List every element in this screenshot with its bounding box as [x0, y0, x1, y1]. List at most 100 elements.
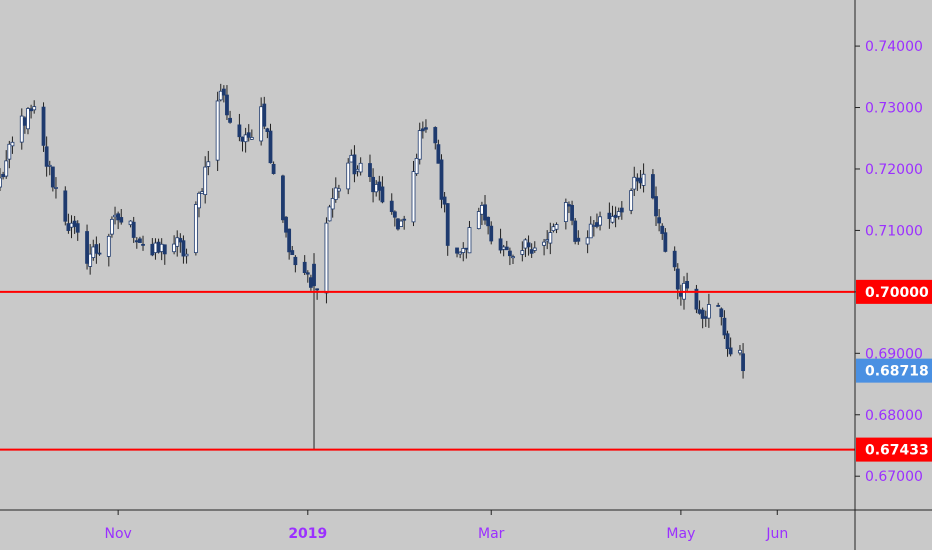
candle-body: [399, 220, 403, 227]
candle: [305, 270, 310, 283]
candle-body: [175, 237, 180, 247]
candle: [106, 233, 111, 267]
candle-body: [455, 247, 459, 254]
candle-body: [29, 108, 33, 112]
candle-body: [358, 162, 363, 173]
candle-body: [243, 134, 248, 143]
candle-body: [287, 228, 292, 253]
candle-body: [26, 108, 30, 130]
candle-body: [585, 237, 590, 245]
candle-body: [85, 231, 89, 264]
candle: [520, 241, 525, 262]
candle-body: [352, 154, 357, 175]
candle-body: [197, 192, 201, 209]
candle-body: [389, 200, 394, 212]
candle-body: [134, 240, 139, 243]
time-tick-label: Jun: [765, 526, 788, 542]
time-tick-label: May: [666, 526, 695, 542]
candle: [467, 220, 472, 254]
candle: [399, 219, 403, 227]
candle: [32, 100, 37, 114]
candle: [141, 235, 145, 251]
candle-body: [374, 184, 379, 193]
time-tick-label: Nov: [104, 526, 131, 542]
candle-body: [0, 177, 2, 188]
candle-body: [54, 187, 58, 189]
candle-body: [237, 124, 242, 138]
candle-body: [206, 161, 211, 167]
candle: [619, 201, 624, 220]
badge-label: 0.70000: [865, 285, 929, 301]
candle-body: [138, 238, 142, 243]
candle-body: [567, 204, 571, 207]
candle: [651, 169, 655, 200]
candle-body: [483, 204, 487, 221]
last-price-badge: 0.68718: [856, 358, 932, 383]
candle-body: [613, 214, 618, 218]
candle: [554, 222, 559, 234]
candle-body: [246, 132, 251, 138]
candle-body: [349, 154, 354, 163]
candle-body: [119, 217, 124, 223]
candle-body: [19, 115, 24, 143]
candle: [281, 174, 285, 223]
candle-body: [203, 166, 208, 196]
candle: [94, 236, 99, 264]
candle-body: [159, 243, 164, 252]
candle-body: [548, 232, 553, 244]
candle: [402, 215, 407, 230]
candle-body: [610, 216, 615, 223]
candle-body: [131, 221, 136, 238]
candle-body: [486, 216, 491, 227]
candle-body: [305, 272, 310, 275]
candle-body: [50, 166, 55, 188]
badge-label: 0.67433: [865, 443, 929, 459]
candle: [197, 191, 201, 218]
candle: [44, 136, 49, 177]
candle: [47, 160, 52, 176]
candle: [489, 221, 494, 245]
candle: [312, 253, 316, 450]
candle: [700, 307, 705, 329]
candle-body: [464, 247, 469, 250]
candle: [162, 244, 167, 265]
candle-body: [66, 223, 71, 231]
candle-body: [116, 213, 121, 221]
candle: [215, 91, 220, 172]
candle-body: [128, 220, 133, 226]
candle: [85, 224, 89, 270]
candle-body: [545, 239, 550, 242]
candle: [657, 209, 662, 232]
candle: [184, 248, 189, 264]
candle-body: [184, 253, 189, 257]
candle: [445, 203, 450, 256]
candle: [377, 175, 382, 201]
candle-body: [675, 268, 680, 290]
candle-body: [10, 141, 15, 147]
candle-body: [396, 218, 400, 230]
candle-body: [461, 248, 466, 253]
candle-body: [489, 225, 494, 242]
candle: [19, 108, 24, 150]
candle-body: [657, 217, 662, 224]
candle-body: [616, 211, 621, 217]
candle: [41, 102, 46, 152]
candle-body: [346, 162, 351, 190]
candle-body: [654, 196, 658, 217]
candle-body: [368, 163, 372, 178]
candle-body: [738, 349, 742, 354]
candle-body: [722, 317, 727, 336]
candle-body: [511, 256, 515, 259]
time-axis[interactable]: Nov 2019 Mar May Jun: [104, 510, 788, 542]
candle-body: [651, 174, 655, 199]
candle-body: [315, 288, 320, 291]
candle-body: [392, 211, 397, 218]
candle-body: [402, 218, 407, 221]
candle-body: [240, 136, 245, 142]
candle-body: [523, 239, 528, 249]
candle-body: [284, 216, 288, 233]
candle-series: [0, 83, 745, 450]
candle-body: [563, 202, 568, 223]
